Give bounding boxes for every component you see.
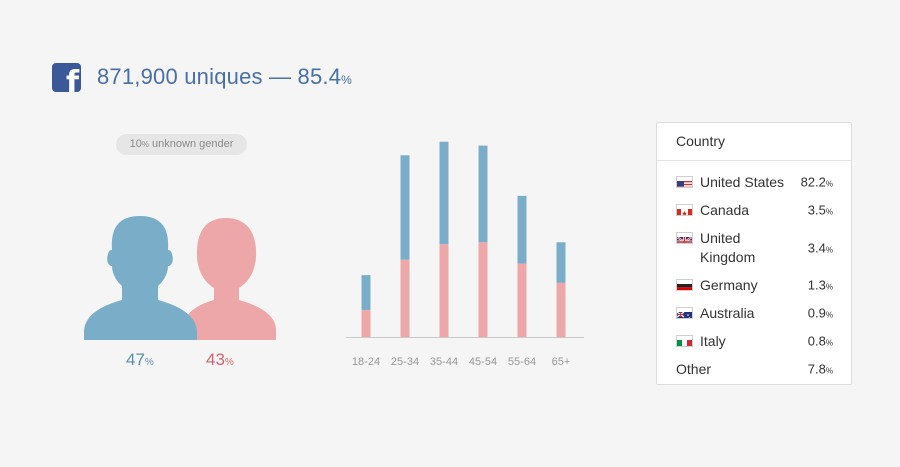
- bar-male-65+: [556, 242, 566, 283]
- uniques-pct-symbol: %: [341, 73, 353, 87]
- header: f 871,900 uniques — 85.4%: [52, 62, 352, 92]
- country-panel: Country United States 82.2% Canada 3.5% Unit…: [656, 122, 852, 385]
- country-row: Other 7.8%: [657, 356, 851, 384]
- unknown-gender-pct-symbol: %: [141, 140, 149, 149]
- country-value: 0.8%: [807, 333, 833, 349]
- gender-silhouettes: [80, 210, 280, 342]
- country-row: Germany 1.3%: [657, 272, 851, 300]
- country-name: Italy: [700, 333, 726, 349]
- country-name: Canada: [700, 202, 750, 218]
- country-list: United States 82.2% Canada 3.5% United Kingd…: [657, 161, 851, 384]
- country-name: Germany: [700, 277, 758, 293]
- female-value: 43: [206, 350, 225, 369]
- country-row: Australia 0.9%: [657, 300, 851, 328]
- x-tick-label: 18-24: [352, 356, 380, 368]
- male-value: 47: [126, 350, 145, 369]
- bar-female-65+: [556, 282, 566, 337]
- bar-female-55-64: [517, 263, 527, 337]
- country-name: United Kingdom: [700, 230, 756, 265]
- age-distribution-chart: 18-24 25-34 35-44 45-54 55-64 65+: [346, 141, 584, 368]
- female-percentage: 43%: [206, 350, 234, 370]
- x-tick-label: 55-64: [508, 356, 536, 368]
- bar-male-25-34: [400, 155, 410, 260]
- uniques-headline: 871,900 uniques — 85.4%: [97, 64, 352, 90]
- x-tick-label: 35-44: [430, 356, 458, 368]
- bar-female-25-34: [400, 259, 410, 337]
- x-tick-label: 45-54: [469, 356, 497, 368]
- male-pct-symbol: %: [144, 357, 154, 368]
- country-name: Australia: [700, 305, 755, 321]
- country-value: 3.5%: [807, 202, 833, 218]
- country-row: United States 82.2%: [657, 169, 851, 197]
- unknown-gender-label: unknown gender: [148, 138, 234, 150]
- country-value: 7.8%: [807, 361, 833, 377]
- bar-male-45-54: [478, 145, 488, 243]
- unknown-gender-badge: 10% unknown gender: [116, 134, 247, 155]
- facebook-icon: f: [52, 62, 81, 92]
- unknown-gender-value: 10: [129, 138, 142, 150]
- uniques-text: 871,900 uniques — 85.4: [97, 64, 342, 89]
- female-silhouette-icon: [183, 218, 276, 340]
- flag-ca-icon: [676, 204, 693, 216]
- bar-male-55-64: [517, 195, 527, 264]
- country-value: 82.2%: [800, 174, 833, 190]
- country-value: 0.9%: [807, 305, 833, 321]
- country-value: 3.4%: [807, 240, 833, 255]
- flag-au-icon: [676, 307, 693, 319]
- male-silhouette-icon: [84, 216, 197, 340]
- country-panel-title: Country: [657, 123, 851, 161]
- bar-male-18-24: [361, 275, 371, 310]
- flag-gb-icon: [676, 232, 693, 244]
- bar-female-35-44: [439, 244, 449, 337]
- country-name: United States: [700, 174, 785, 190]
- female-pct-symbol: %: [224, 357, 234, 368]
- x-tick-label: 65+: [552, 356, 571, 368]
- bar-male-35-44: [439, 141, 449, 245]
- flag-de-icon: [676, 279, 693, 291]
- country-row: Italy 0.8%: [657, 328, 851, 356]
- country-row: United Kingdom 3.4%: [657, 225, 851, 272]
- x-tick-label: 25-34: [391, 356, 419, 368]
- bar-female-18-24: [361, 309, 371, 337]
- bar-female-45-54: [478, 242, 488, 337]
- flag-it-icon: [676, 335, 693, 347]
- country-row: Canada 3.5%: [657, 197, 851, 225]
- country-value: 1.3%: [807, 277, 833, 293]
- flag-us-icon: [676, 176, 693, 188]
- country-name: Other: [676, 361, 712, 377]
- male-percentage: 47%: [126, 350, 154, 370]
